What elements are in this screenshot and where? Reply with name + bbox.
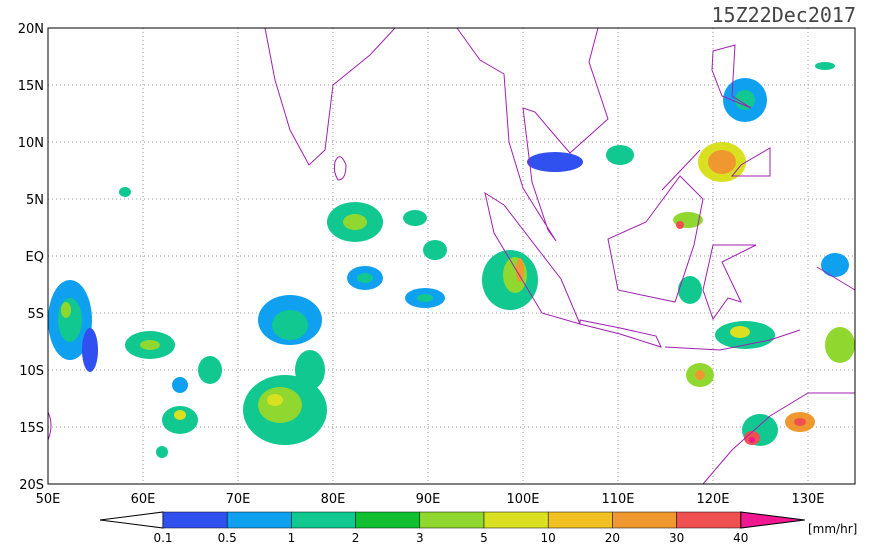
- lon-label: 80E: [321, 492, 346, 507]
- lat-label: 15S: [19, 421, 44, 436]
- grid: [48, 28, 855, 484]
- lon-label: 110E: [601, 492, 634, 507]
- colorbar-label: 30: [669, 531, 684, 544]
- colorbar-segment: [547, 511, 613, 529]
- lat-label: 5S: [27, 307, 44, 322]
- colorbar: 0.1 0.5 1 2 3 5 10 20 30 40: [99, 511, 805, 545]
- lat-label: 10N: [18, 136, 44, 151]
- colorbar-label: 1: [288, 531, 296, 544]
- colorbar-segment: [676, 511, 742, 529]
- map-frame: [47, 27, 856, 485]
- colorbar-segment: [291, 511, 356, 529]
- lon-label: 90E: [416, 492, 441, 507]
- colorbar-segment: [162, 511, 228, 529]
- colorbar-unit: [mm/hr]: [808, 522, 857, 536]
- lon-label: 100E: [506, 492, 539, 507]
- colorbar-label: 2: [352, 531, 360, 544]
- colorbar-segment: [226, 511, 292, 529]
- lat-label: 5N: [26, 193, 44, 208]
- lon-label: 120E: [696, 492, 729, 507]
- timestamp: 15Z22Dec2017: [712, 3, 857, 27]
- lat-label: 20N: [18, 22, 44, 37]
- lat-label: 20S: [19, 478, 44, 493]
- colorbar-label: 5: [480, 531, 488, 544]
- colorbar-label: 0.5: [218, 531, 237, 544]
- colorbar-label: 3: [416, 531, 424, 544]
- colorbar-segment: [483, 511, 549, 529]
- colorbar-arrow-high: [740, 511, 805, 529]
- lon-label: 50E: [36, 492, 61, 507]
- lat-label: 15N: [18, 79, 44, 94]
- lon-label: 60E: [131, 492, 156, 507]
- lon-label: 130E: [791, 492, 824, 507]
- colorbar-segment: [355, 511, 421, 529]
- lat-label: 10S: [19, 364, 44, 379]
- colorbar-label: 0.1: [153, 531, 172, 544]
- coastlines: [47, 27, 856, 485]
- colorbar-arrow-low: [99, 511, 164, 529]
- lon-label: 70E: [226, 492, 251, 507]
- colorbar-label: 20: [605, 531, 620, 544]
- colorbar-label: 10: [541, 531, 556, 544]
- colorbar-segment: [612, 511, 677, 529]
- colorbar-segment: [419, 511, 485, 529]
- rain-areas: [48, 62, 855, 458]
- lat-label: EQ: [26, 250, 44, 265]
- colorbar-label: 40: [733, 531, 748, 544]
